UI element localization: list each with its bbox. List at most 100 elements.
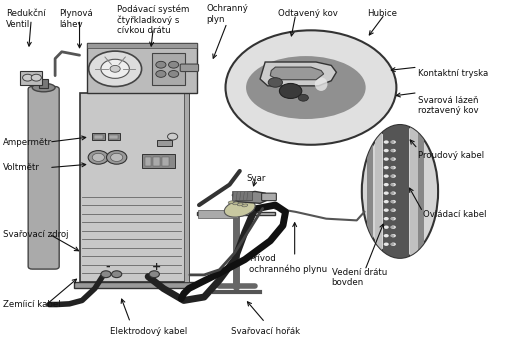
- Circle shape: [389, 209, 393, 212]
- Text: Vedení drátu
bovden: Vedení drátu bovden: [331, 268, 386, 288]
- Text: Svar: Svar: [246, 174, 265, 183]
- Ellipse shape: [361, 125, 437, 258]
- Text: Svarová lázeň
roztavený kov: Svarová lázeň roztavený kov: [417, 96, 477, 116]
- FancyBboxPatch shape: [39, 79, 48, 88]
- Circle shape: [383, 174, 388, 178]
- Circle shape: [389, 200, 393, 203]
- FancyBboxPatch shape: [20, 70, 42, 85]
- Circle shape: [390, 174, 395, 178]
- Ellipse shape: [245, 56, 365, 119]
- FancyBboxPatch shape: [261, 193, 276, 201]
- Circle shape: [149, 271, 159, 278]
- FancyBboxPatch shape: [79, 93, 188, 282]
- FancyBboxPatch shape: [94, 134, 103, 139]
- Ellipse shape: [224, 200, 254, 217]
- Text: Voltmětr: Voltmětr: [3, 163, 40, 172]
- Circle shape: [383, 225, 388, 229]
- Circle shape: [383, 209, 388, 212]
- FancyBboxPatch shape: [152, 53, 184, 85]
- Circle shape: [390, 217, 395, 220]
- Circle shape: [101, 271, 111, 278]
- Circle shape: [279, 83, 301, 98]
- FancyBboxPatch shape: [157, 140, 171, 146]
- FancyBboxPatch shape: [92, 133, 105, 140]
- FancyBboxPatch shape: [161, 157, 168, 166]
- Circle shape: [106, 150, 127, 164]
- FancyBboxPatch shape: [87, 43, 196, 48]
- Circle shape: [390, 157, 395, 161]
- Circle shape: [383, 183, 388, 186]
- Ellipse shape: [232, 202, 238, 205]
- Circle shape: [383, 200, 388, 203]
- FancyBboxPatch shape: [382, 125, 408, 258]
- Circle shape: [383, 234, 388, 237]
- Text: Odtavený kov: Odtavený kov: [277, 9, 337, 18]
- Circle shape: [383, 217, 388, 220]
- Circle shape: [389, 149, 393, 152]
- Polygon shape: [196, 212, 275, 215]
- Circle shape: [383, 166, 388, 169]
- Circle shape: [389, 158, 393, 160]
- Circle shape: [31, 74, 41, 81]
- Circle shape: [390, 200, 395, 203]
- Text: Elektrodový kabel: Elektrodový kabel: [109, 327, 186, 336]
- Circle shape: [383, 140, 388, 144]
- Text: Kontaktní tryska: Kontaktní tryska: [417, 69, 487, 78]
- Text: Ochranný
plyn: Ochranný plyn: [206, 4, 247, 24]
- Circle shape: [101, 59, 129, 78]
- FancyBboxPatch shape: [374, 125, 381, 258]
- Circle shape: [110, 153, 123, 161]
- FancyBboxPatch shape: [109, 134, 118, 139]
- FancyBboxPatch shape: [417, 125, 423, 258]
- Ellipse shape: [32, 83, 55, 92]
- Circle shape: [390, 225, 395, 229]
- Text: Svařovací zdroj: Svařovací zdroj: [3, 229, 69, 238]
- Circle shape: [22, 74, 33, 81]
- Circle shape: [390, 166, 395, 169]
- Circle shape: [156, 70, 165, 77]
- Circle shape: [390, 234, 395, 237]
- Text: Přívod
ochranného plynu: Přívod ochranného plynu: [248, 254, 326, 274]
- Circle shape: [156, 61, 165, 68]
- Circle shape: [89, 51, 142, 87]
- FancyBboxPatch shape: [183, 93, 188, 282]
- Ellipse shape: [241, 204, 247, 207]
- Circle shape: [168, 70, 178, 77]
- Circle shape: [298, 94, 308, 101]
- Circle shape: [268, 78, 282, 87]
- Polygon shape: [260, 62, 336, 86]
- Text: Proudový kabel: Proudový kabel: [417, 150, 483, 160]
- Ellipse shape: [237, 203, 243, 206]
- Circle shape: [383, 157, 388, 161]
- Circle shape: [168, 61, 178, 68]
- Circle shape: [390, 192, 395, 195]
- Circle shape: [389, 234, 393, 237]
- FancyBboxPatch shape: [74, 282, 193, 288]
- FancyBboxPatch shape: [232, 192, 252, 200]
- Text: Hubice: Hubice: [366, 9, 396, 18]
- Text: Plynová
láhev: Plynová láhev: [59, 9, 93, 29]
- FancyBboxPatch shape: [87, 43, 196, 93]
- FancyBboxPatch shape: [28, 87, 59, 269]
- Circle shape: [167, 133, 177, 140]
- Circle shape: [389, 183, 393, 186]
- Circle shape: [225, 30, 395, 145]
- Text: Ampermětr: Ampermětr: [3, 137, 52, 147]
- Text: Zemíicí kabel: Zemíicí kabel: [3, 300, 61, 309]
- FancyBboxPatch shape: [142, 154, 174, 168]
- Circle shape: [383, 149, 388, 152]
- Circle shape: [389, 192, 393, 195]
- Circle shape: [390, 183, 395, 186]
- Text: +: +: [152, 262, 161, 272]
- Circle shape: [389, 217, 393, 220]
- Ellipse shape: [228, 201, 234, 204]
- Circle shape: [390, 209, 395, 212]
- Polygon shape: [270, 67, 323, 80]
- FancyBboxPatch shape: [197, 210, 238, 218]
- Circle shape: [390, 149, 395, 152]
- Ellipse shape: [314, 77, 327, 91]
- Text: Podávací systém
čtyřkladkový s
cívkou drátu: Podávací systém čtyřkladkový s cívkou dr…: [117, 4, 189, 35]
- FancyBboxPatch shape: [145, 157, 151, 166]
- FancyBboxPatch shape: [180, 64, 198, 71]
- FancyBboxPatch shape: [366, 125, 372, 258]
